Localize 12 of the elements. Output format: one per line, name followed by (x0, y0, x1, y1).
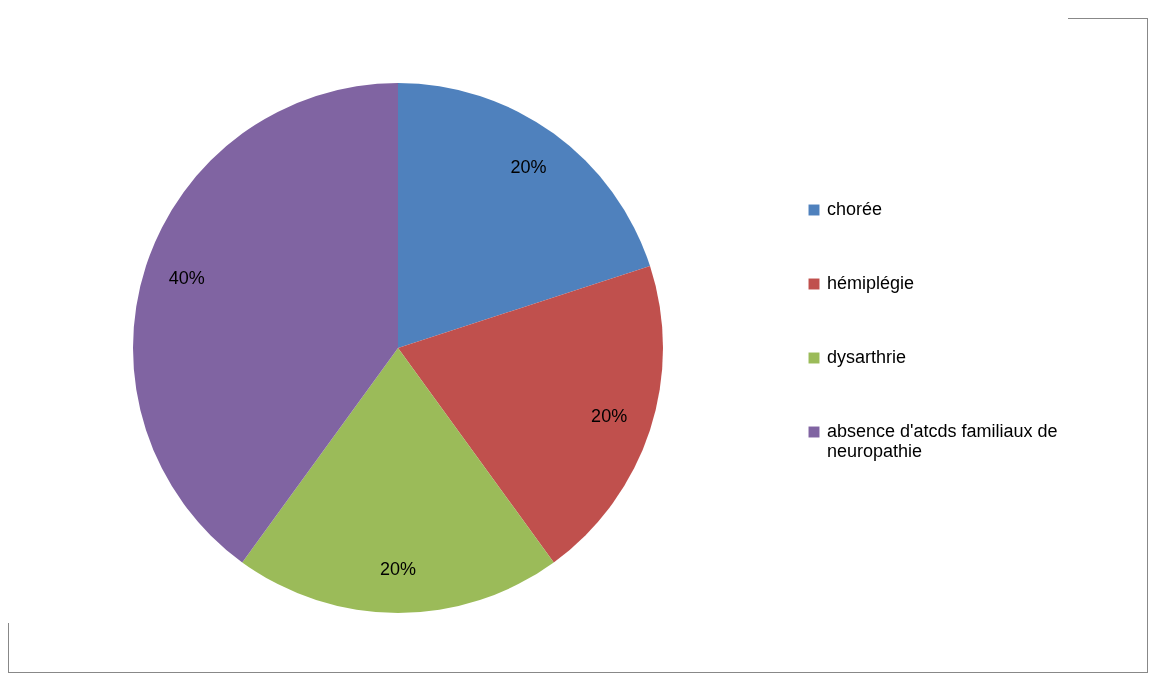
data-label: 20% (510, 157, 547, 178)
pie-slice (242, 348, 554, 613)
legend-label: absence d'atcds familiaux de neuropathie (827, 421, 1058, 461)
pie-slice (398, 266, 663, 563)
pie-slice (133, 83, 398, 563)
data-label: 40% (168, 268, 205, 289)
data-label: 20% (379, 559, 417, 579)
legend-label: chorée (827, 199, 883, 219)
legend-label: hémiplégie (827, 273, 915, 293)
pie-slice (398, 83, 651, 348)
data-label: 20% (591, 405, 628, 426)
legend-label: dysarthrie (827, 347, 907, 367)
